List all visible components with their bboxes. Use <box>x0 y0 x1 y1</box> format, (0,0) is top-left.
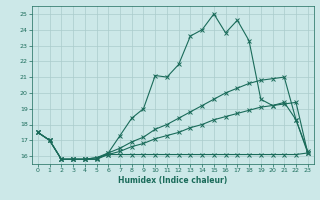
X-axis label: Humidex (Indice chaleur): Humidex (Indice chaleur) <box>118 176 228 185</box>
